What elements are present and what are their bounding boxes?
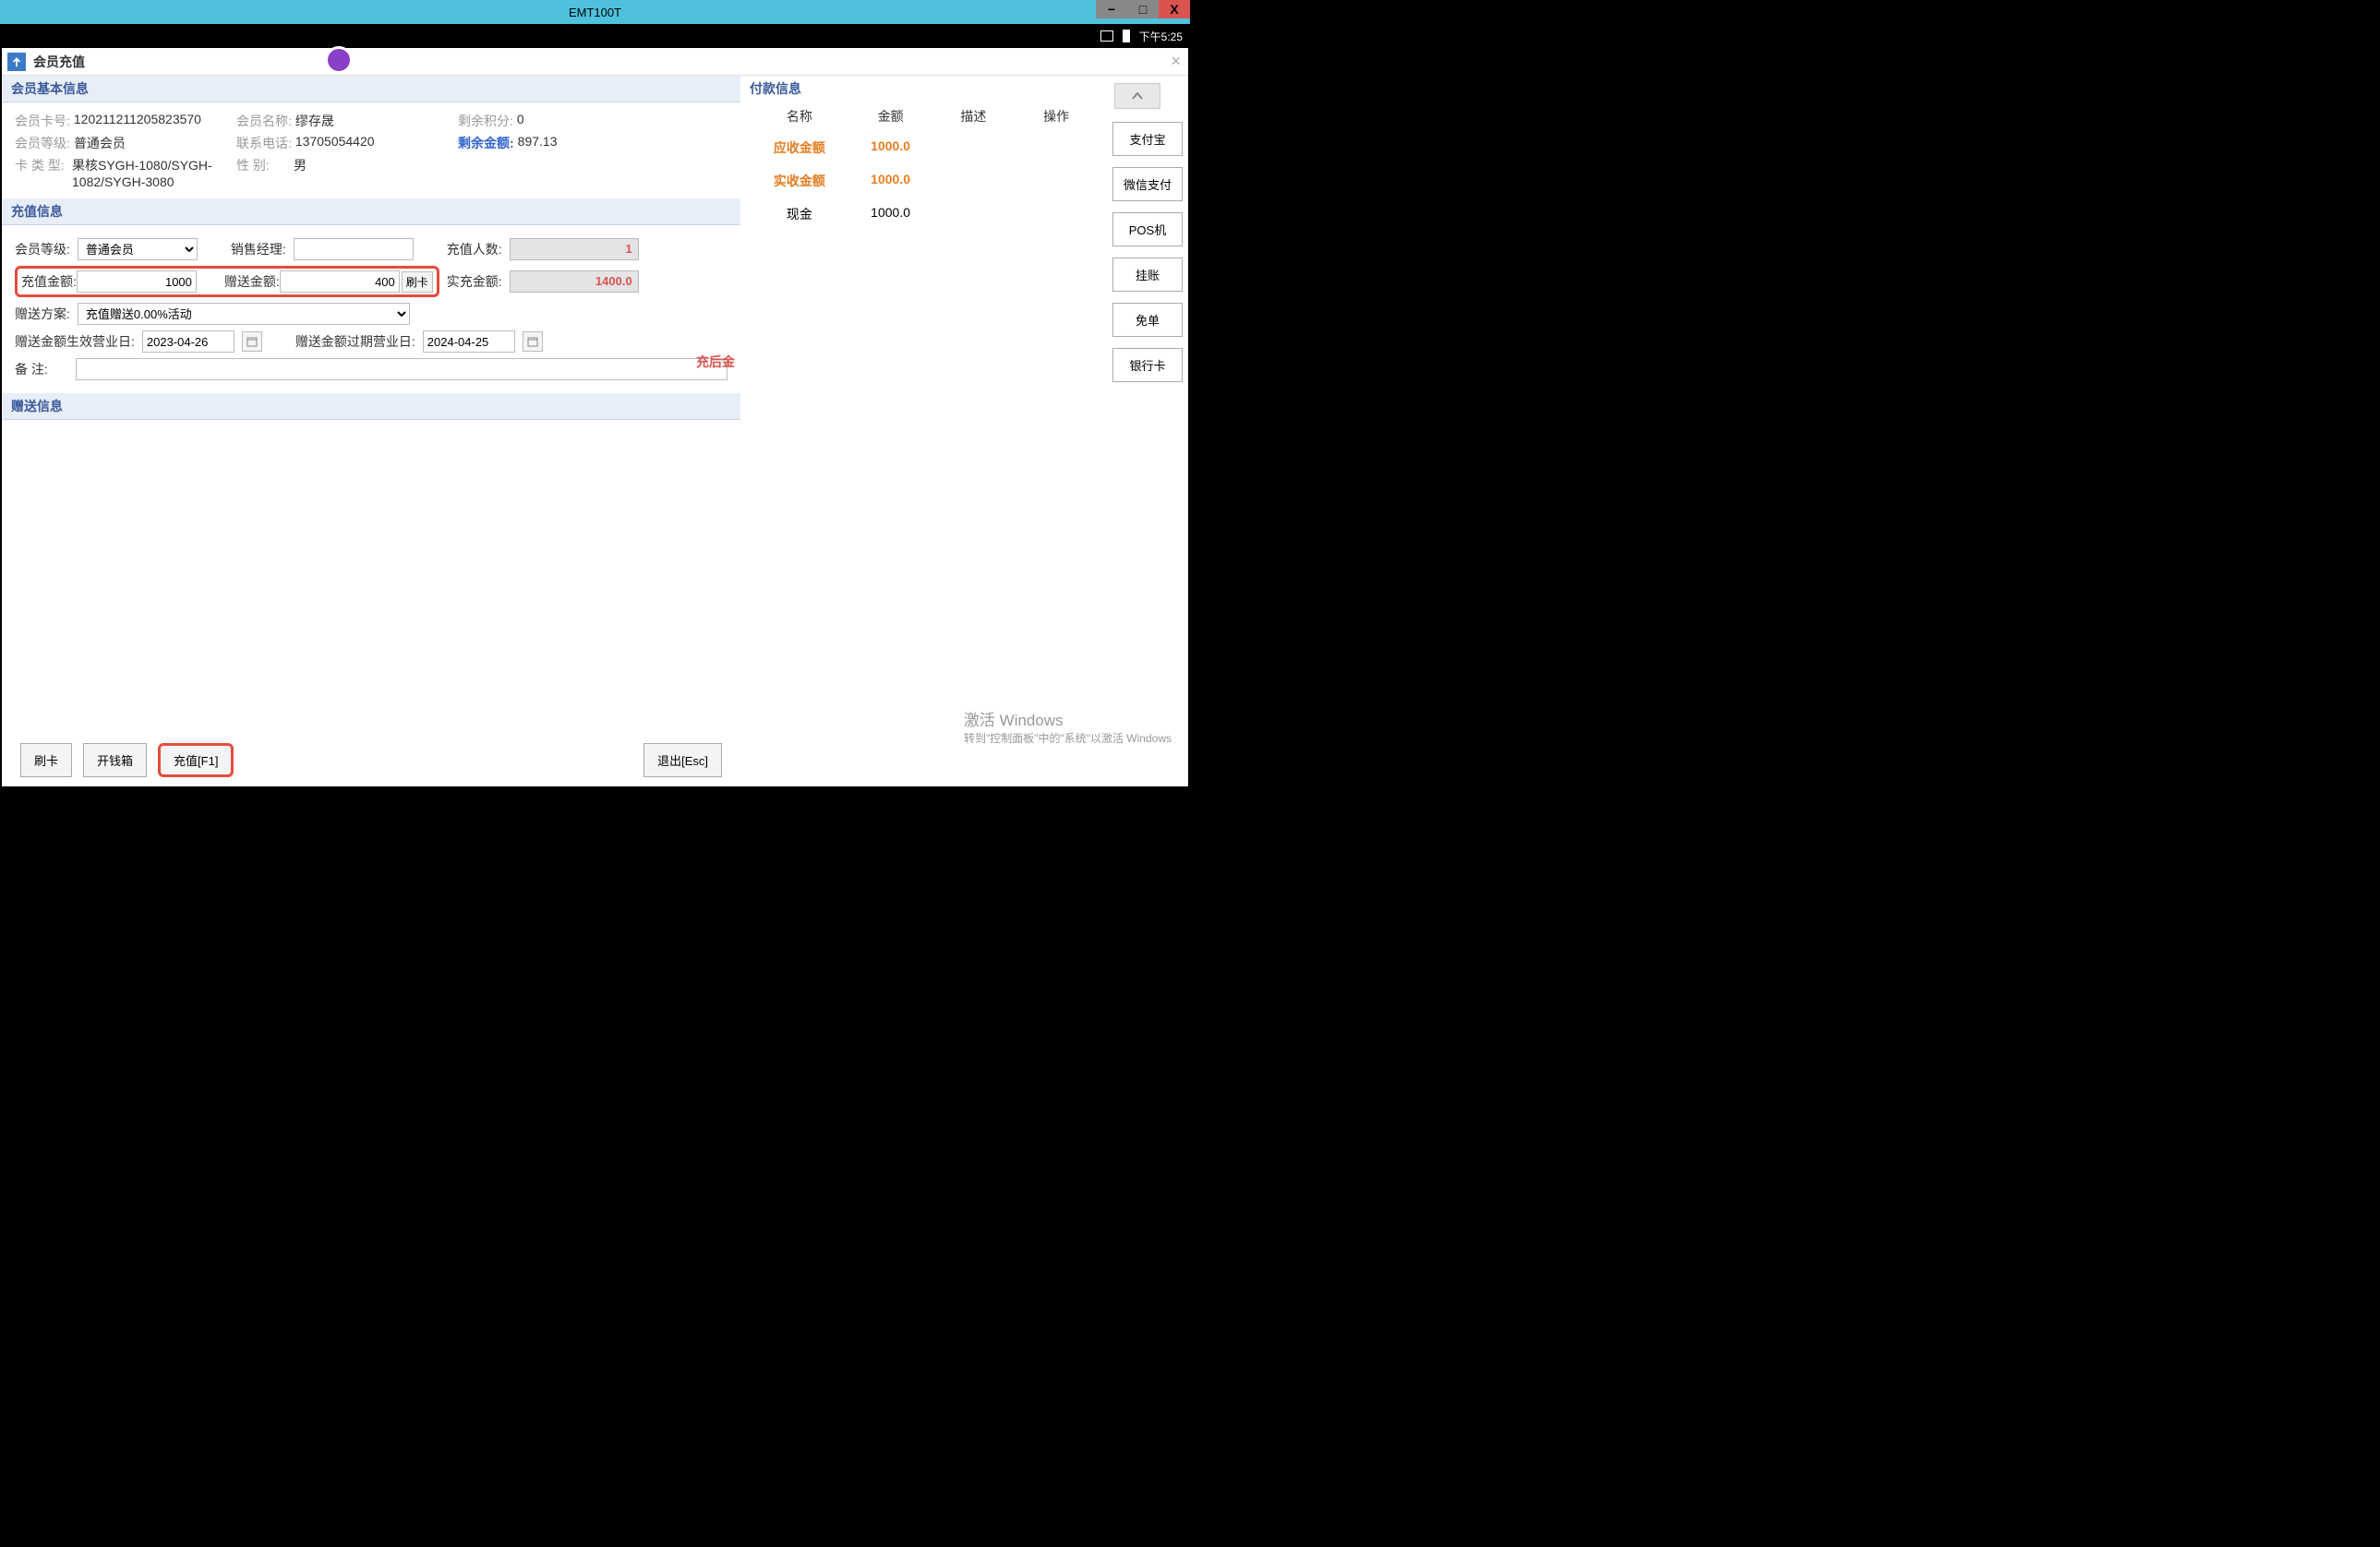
swipe-card-mini-button[interactable]: 刷卡 (402, 271, 433, 293)
minimize-button[interactable]: − (1096, 0, 1127, 18)
dialog-titlebar: 会员充值 × (2, 48, 1188, 76)
card-type-value: 果核SYGH-1080/SYGH-1082/SYGH-3080 (72, 156, 229, 189)
close-button[interactable]: X (1159, 0, 1190, 18)
col-desc: 描述 (932, 107, 1015, 126)
phone-label: 联系电话: (236, 134, 292, 152)
payment-buttons-column: 支付宝 微信支付 POS机 挂账 免单 银行卡 (1107, 76, 1188, 786)
gender-label: 性 别: (236, 156, 290, 189)
form-plan-select[interactable]: 充值赠送0.00%活动 (78, 303, 410, 325)
bottom-bar: 刷卡 开钱箱 充值[F1] 退出[Esc] (2, 738, 740, 786)
remark-input[interactable] (76, 358, 727, 380)
bankcard-button[interactable]: 银行卡 (1112, 348, 1183, 382)
recharge-icon (7, 53, 26, 71)
swipe-card-button[interactable]: 刷卡 (20, 743, 72, 777)
form-real-display: 1400.0 (510, 270, 639, 293)
window-controls: − □ X (1096, 0, 1190, 18)
form-real-label: 实充金额: (447, 272, 502, 291)
collapse-button[interactable] (1114, 83, 1160, 109)
credit-button[interactable]: 挂账 (1112, 258, 1183, 292)
free-button[interactable]: 免单 (1112, 303, 1183, 337)
form-plan-label: 赠送方案: (15, 305, 70, 323)
left-pane: 会员基本信息 会员卡号:120211211205823570 会员名称:缪存晟 … (2, 76, 740, 786)
pos-button[interactable]: POS机 (1112, 212, 1183, 246)
form-level-label: 会员等级: (15, 240, 70, 258)
wechat-pay-button[interactable]: 微信支付 (1112, 167, 1183, 201)
card-type-label: 卡 类 型: (15, 156, 68, 189)
exit-button[interactable]: 退出[Esc] (643, 743, 722, 777)
pay-name: 实收金额 (750, 172, 849, 190)
floating-ball-icon[interactable] (325, 46, 353, 74)
end-date-input[interactable] (423, 330, 515, 353)
form-level-select[interactable]: 普通会员 (78, 238, 198, 260)
dialog-title: 会员充值 (33, 53, 85, 71)
form-count-display: 1 (510, 238, 639, 260)
member-name-value: 缪存晟 (295, 112, 334, 130)
points-value: 0 (517, 112, 524, 130)
maximize-button[interactable]: □ (1127, 0, 1159, 18)
balance-label: 剩余金额: (458, 134, 514, 152)
alipay-button[interactable]: 支付宝 (1112, 122, 1183, 156)
app-window: 会员充值 × 会员基本信息 会员卡号:120211211205823570 会员… (2, 48, 1188, 786)
balance-value: 897.13 (518, 134, 558, 152)
outer-title: EMT100T (569, 6, 621, 19)
col-name: 名称 (750, 107, 849, 126)
pay-amount: 1000.0 (849, 138, 932, 157)
member-name-label: 会员名称: (236, 112, 292, 130)
form-bonus-input[interactable] (280, 270, 400, 293)
dialog-close-button[interactable]: × (1171, 52, 1181, 71)
card-no-value: 120211211205823570 (74, 112, 201, 130)
multitask-icon (1100, 30, 1113, 42)
points-label: 剩余积分: (458, 112, 513, 130)
level-value: 普通会员 (74, 134, 126, 152)
form-manager-input[interactable] (294, 238, 414, 260)
payment-row: 应收金额 1000.0 (740, 131, 1107, 164)
payment-table-header: 名称 金额 描述 操作 (740, 102, 1107, 131)
android-statusbar: 下午5:25 (0, 24, 1190, 48)
end-date-picker-icon[interactable] (523, 331, 543, 352)
remark-label: 备 注: (15, 360, 68, 378)
after-balance-label: 充后金 (696, 353, 735, 371)
form-manager-label: 销售经理: (231, 240, 286, 258)
col-op: 操作 (1015, 107, 1098, 126)
status-time: 下午5:25 (1139, 29, 1183, 44)
pay-amount: 1000.0 (849, 205, 932, 223)
pay-name: 应收金额 (750, 138, 849, 157)
form-count-label: 充值人数: (447, 240, 502, 258)
recharge-section-header: 充值信息 (2, 198, 740, 225)
card-no-label: 会员卡号: (15, 112, 70, 130)
battery-icon (1123, 30, 1130, 42)
bonus-section-header: 赠送信息 (2, 393, 740, 420)
form-amount-input[interactable] (77, 270, 197, 293)
recharge-button[interactable]: 充值[F1] (158, 743, 234, 777)
pay-name: 现金 (750, 205, 849, 223)
form-amount-label: 充值金额: (21, 272, 77, 291)
col-amount: 金额 (849, 107, 932, 126)
bonus-content-area (15, 424, 727, 728)
level-label: 会员等级: (15, 134, 70, 152)
payment-row: 现金 1000.0 (740, 198, 1107, 231)
payment-row: 实收金额 1000.0 (740, 164, 1107, 198)
payment-section-header: 付款信息 (740, 76, 1107, 102)
open-drawer-button[interactable]: 开钱箱 (83, 743, 147, 777)
start-date-picker-icon[interactable] (242, 331, 262, 352)
basic-section-header: 会员基本信息 (2, 76, 740, 102)
start-date-label: 赠送金额生效营业日: (15, 332, 135, 351)
phone-value: 13705054420 (295, 134, 375, 152)
gender-value: 男 (294, 156, 307, 189)
start-date-input[interactable] (142, 330, 234, 353)
payment-table: 付款信息 名称 金额 描述 操作 应收金额 1000.0 实收金额 1000.0 (740, 76, 1107, 786)
right-pane: 付款信息 名称 金额 描述 操作 应收金额 1000.0 实收金额 1000.0 (740, 76, 1188, 786)
pay-amount: 1000.0 (849, 172, 932, 190)
amount-highlight-box: 充值金额: 赠送金额: 刷卡 (15, 266, 439, 297)
form-bonus-label: 赠送金额: (224, 272, 280, 291)
end-date-label: 赠送金额过期营业日: (295, 332, 415, 351)
outer-titlebar: EMT100T − □ X (0, 0, 1190, 24)
